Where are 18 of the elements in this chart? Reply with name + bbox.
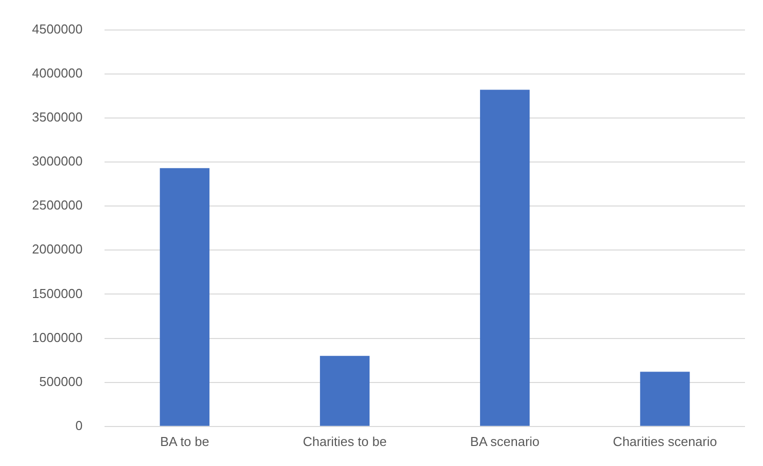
- bar: [480, 90, 530, 426]
- x-tick-label: Charities scenario: [612, 434, 717, 449]
- x-tick-label: BA to be: [160, 434, 210, 449]
- x-tick-label: Charities to be: [302, 434, 387, 449]
- y-tick-label: 3500000: [32, 110, 83, 125]
- y-tick-label: 4500000: [32, 21, 83, 36]
- bar: [160, 168, 210, 426]
- y-tick-label: 3000000: [32, 154, 83, 169]
- x-tick-label: BA scenario: [470, 434, 540, 449]
- y-tick-label: 2500000: [32, 198, 83, 213]
- y-tick-label: 500000: [39, 374, 83, 389]
- y-tick-label: 1000000: [32, 330, 83, 345]
- y-tick-label: 1500000: [32, 286, 83, 301]
- bar: [320, 356, 370, 426]
- y-tick-label: 2000000: [32, 242, 83, 257]
- y-tick-label: 4000000: [32, 65, 83, 80]
- bar: [640, 372, 690, 426]
- y-tick-label: 0: [75, 418, 83, 433]
